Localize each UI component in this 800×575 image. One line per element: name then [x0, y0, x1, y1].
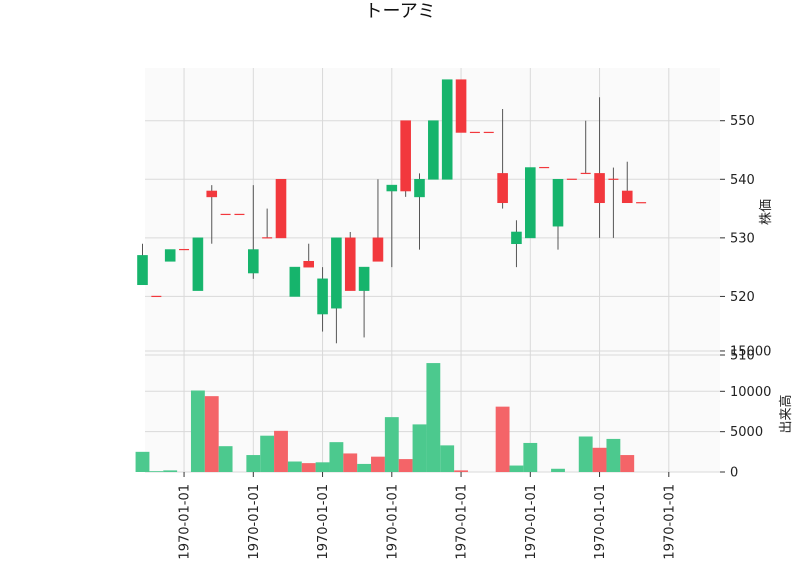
volume-bar	[260, 435, 275, 472]
chart-title: トーアミ	[365, 1, 436, 22]
price-tick-label: 510	[730, 349, 755, 364]
candle-body	[137, 255, 148, 286]
candle-body	[455, 79, 467, 133]
candle-body	[386, 184, 398, 192]
volume-bar	[606, 438, 621, 472]
candle-body	[441, 79, 453, 180]
candle-body	[192, 237, 204, 291]
candle-body	[400, 120, 411, 192]
candle-body	[497, 173, 508, 204]
volume-bar	[190, 390, 205, 472]
volume-bar	[454, 470, 468, 472]
x-tick-label: 1970-01-01	[593, 484, 608, 560]
price-tick-label: 530	[730, 231, 755, 246]
candle-body	[621, 190, 633, 204]
candle-body	[248, 249, 259, 274]
volume-bar	[440, 445, 455, 472]
volume-bar	[426, 363, 441, 472]
volume-bar	[149, 471, 164, 472]
x-tick-label: 1970-01-01	[247, 484, 262, 560]
x-tick-label: 1970-01-01	[385, 484, 400, 560]
candle-body	[511, 231, 522, 245]
x-tick-label: 1970-01-01	[662, 484, 677, 560]
volume-bar	[495, 406, 510, 472]
volume-bar	[274, 430, 288, 472]
candle-body	[358, 266, 370, 291]
volume-bar	[592, 447, 607, 472]
volume-tick-label: 10000	[730, 385, 771, 400]
volume-bar	[523, 442, 538, 472]
volume-tick-label: 15000	[730, 344, 771, 359]
x-tick-label: 1970-01-01	[178, 484, 193, 560]
candle-body	[164, 249, 176, 262]
axes: 510 520 530 540 550 0 5000 10000 15000 1970-01-01…	[178, 114, 772, 559]
volume-bar	[412, 424, 427, 472]
volume-bar	[163, 470, 178, 472]
volume-bar	[509, 465, 524, 472]
volume-bar	[315, 462, 330, 472]
candle-body	[331, 237, 342, 309]
volume-bar	[578, 436, 593, 472]
price-panel-background	[145, 68, 720, 355]
volume-bars	[135, 363, 635, 472]
x-tick-label: 1970-01-01	[524, 484, 539, 560]
candle-body	[303, 260, 315, 268]
x-tick-label: 1970-01-01	[316, 484, 331, 560]
volume-bar	[357, 463, 372, 472]
candle-body	[317, 278, 328, 315]
price-candles	[137, 79, 647, 344]
volume-bar	[287, 461, 302, 472]
candle-body	[552, 178, 564, 227]
x-tick-label: 1970-01-01	[455, 484, 470, 560]
candle-body	[206, 190, 218, 198]
candle-body	[428, 120, 439, 180]
price-tick-label: 520	[730, 290, 755, 305]
volume-bar	[384, 417, 399, 472]
grid-lines	[145, 68, 720, 473]
candle-body	[289, 266, 301, 297]
volume-bar	[301, 463, 316, 472]
volume-bar	[371, 456, 385, 472]
candle-body	[594, 173, 605, 204]
volume-bar	[343, 453, 358, 472]
candle-body	[524, 167, 536, 239]
volume-axis-label: 出来高	[778, 394, 794, 433]
volume-bar	[246, 455, 261, 472]
volume-bar	[135, 451, 150, 472]
candle-body	[344, 237, 356, 291]
volume-bar	[620, 455, 635, 472]
candle-body	[414, 178, 425, 198]
price-tick-label: 540	[730, 173, 755, 188]
price-axis-label: 株価	[759, 199, 774, 225]
volume-tick-label: 0	[730, 466, 738, 481]
volume-bar	[218, 446, 233, 472]
candle-body	[372, 237, 384, 262]
volume-bar	[398, 459, 413, 472]
volume-bar	[329, 442, 344, 472]
volume-tick-label: 5000	[730, 425, 763, 440]
candle-body	[275, 178, 287, 239]
volume-bar	[204, 396, 219, 472]
price-tick-label: 550	[730, 114, 755, 129]
volume-bar	[551, 468, 565, 472]
